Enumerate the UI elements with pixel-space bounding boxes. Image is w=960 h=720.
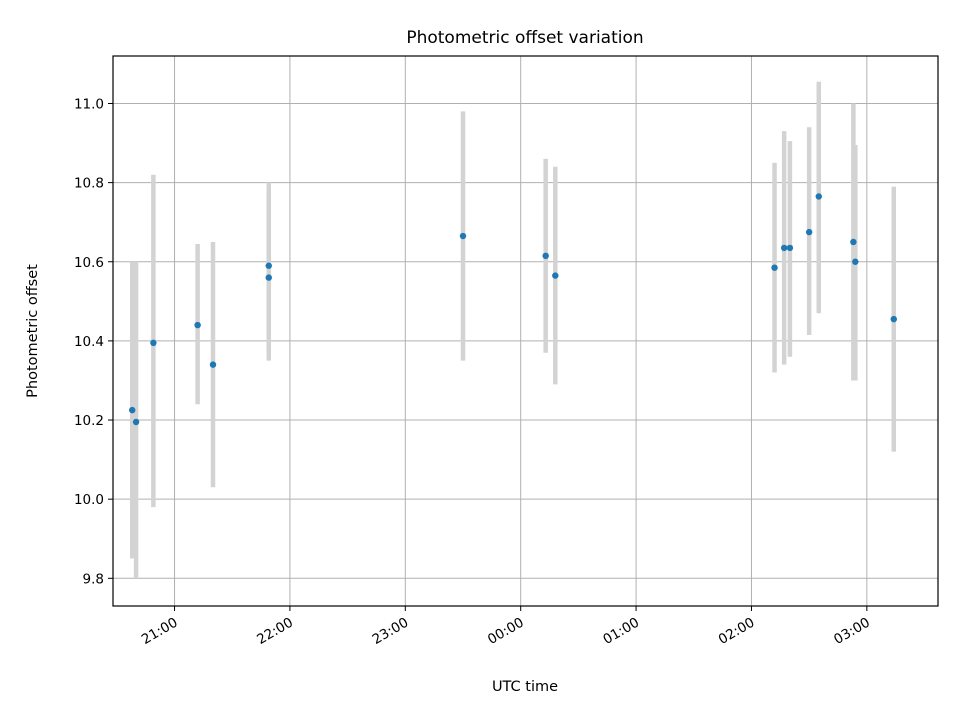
data-point <box>890 315 897 323</box>
data-point <box>265 262 272 269</box>
y-tick-label: 10.6 <box>74 255 104 271</box>
data-point <box>150 339 157 347</box>
grid <box>113 56 938 606</box>
y-axis-title: Photometric offset <box>25 264 41 398</box>
y-axis-ticks: 9.8 10.0 10.2 10.4 10.6 10.8 11.0 <box>74 96 113 587</box>
data-point <box>209 361 217 368</box>
y-tick-label: 10.4 <box>74 334 104 350</box>
y-tick-label: 10.2 <box>74 413 104 429</box>
y-tick-label: 10.8 <box>74 176 104 192</box>
data-point <box>552 272 559 279</box>
plot-frame <box>112 55 939 607</box>
data-point <box>805 228 813 236</box>
data-point <box>129 406 136 414</box>
data-point <box>459 232 467 240</box>
data-point <box>786 244 794 252</box>
data-point <box>780 244 788 252</box>
y-tick-label: 10.0 <box>74 492 104 508</box>
data-points <box>129 193 897 426</box>
y-tick-label: 9.8 <box>83 571 104 587</box>
y-tick-label: 11.0 <box>74 96 104 112</box>
data-point <box>194 321 201 329</box>
data-point <box>852 258 859 265</box>
data-point <box>132 418 140 426</box>
data-point <box>542 252 549 260</box>
data-point <box>771 264 778 271</box>
chart-title: Photometric offset variation <box>406 28 643 48</box>
data-point <box>850 238 857 246</box>
data-point <box>265 274 272 281</box>
x-axis-title: UTC time <box>492 679 558 695</box>
data-point <box>815 193 822 200</box>
